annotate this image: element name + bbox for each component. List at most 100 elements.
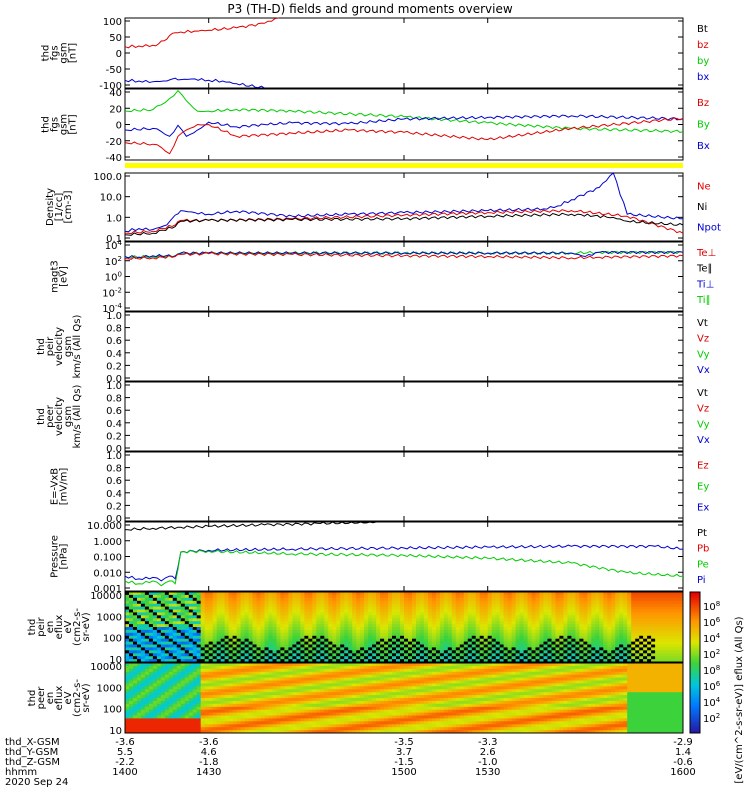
- heat-cell: [539, 592, 544, 596]
- heat-cell: [204, 683, 210, 687]
- y-tick-label: 1.0: [106, 311, 122, 322]
- heat-cell: [463, 597, 469, 602]
- heat-cell: [276, 712, 281, 716]
- heat-cell: [483, 659, 489, 663]
- heat-cell: [356, 612, 361, 616]
- heat-cell: [320, 629, 325, 634]
- heat-cell: [404, 624, 409, 628]
- heat-cell: [144, 668, 150, 673]
- heat-cell: [276, 629, 281, 634]
- heat-cell: [152, 635, 158, 640]
- series-line-Pt: [124, 521, 377, 531]
- heat-cell: [308, 727, 313, 731]
- heat-cell: [523, 606, 528, 610]
- heat-cell: [196, 653, 202, 657]
- heat-cell: [384, 656, 389, 660]
- heat-cell: [376, 647, 381, 651]
- heat-cell: [129, 698, 134, 702]
- heat-cell: [511, 603, 516, 607]
- heat-cell: [575, 621, 580, 625]
- heat-cell: [404, 609, 409, 613]
- heat-cell: [655, 612, 660, 616]
- heat-cell: [240, 603, 245, 607]
- heat-cell: [511, 618, 516, 622]
- heat-cell: [332, 603, 337, 607]
- heat-cell: [216, 712, 222, 716]
- heat-cell: [328, 674, 333, 678]
- heat-cell: [567, 656, 572, 660]
- heat-cell: [133, 674, 138, 678]
- heat-cell: [300, 721, 305, 725]
- heat-cell: [543, 653, 548, 657]
- heat-cell: [495, 638, 501, 642]
- heat-cell: [188, 671, 194, 676]
- heat-cell: [256, 700, 261, 705]
- heat-cell: [296, 730, 301, 734]
- heat-cell: [340, 603, 345, 607]
- heat-cell: [531, 650, 536, 654]
- heat-cell: [535, 624, 540, 628]
- heat-cell: [152, 597, 158, 602]
- heat-cell: [551, 600, 556, 605]
- heat-cell: [220, 674, 226, 678]
- heat-cell: [260, 677, 265, 681]
- heat-cell: [244, 677, 249, 681]
- heat-cell: [551, 606, 556, 610]
- heat-cell: [252, 674, 257, 678]
- heat-cell: [667, 615, 672, 619]
- heat-cell: [304, 663, 309, 667]
- heat-cell: [340, 653, 345, 657]
- heat-cell: [244, 689, 249, 693]
- heat-cell: [380, 629, 385, 634]
- heat-cell: [308, 618, 313, 622]
- heat-cell: [619, 641, 624, 645]
- heat-cell: [679, 638, 684, 642]
- heat-cell: [316, 695, 321, 699]
- heat-cell: [308, 706, 313, 711]
- heat-cell: [655, 650, 660, 654]
- heat-cell: [603, 609, 608, 613]
- y-tick-label: -40: [106, 153, 122, 164]
- heat-cell: [439, 632, 445, 637]
- heat-cell: [268, 724, 273, 728]
- heat-cell: [543, 627, 548, 631]
- heat-cell: [599, 592, 604, 596]
- heat-cell: [643, 647, 648, 651]
- heat-cell: [276, 624, 281, 628]
- heat-cell: [256, 594, 261, 599]
- heat-cell: [439, 615, 445, 619]
- heat-cell: [491, 656, 497, 660]
- heat-cell: [324, 695, 329, 699]
- heat-cell: [324, 635, 329, 640]
- heat-cell: [212, 629, 218, 634]
- heat-cell: [320, 683, 325, 687]
- heat-cell: [216, 663, 222, 667]
- heat-cell: [559, 621, 564, 625]
- heat-cell: [384, 629, 389, 634]
- heat-cell: [212, 641, 218, 645]
- heat-cell: [288, 706, 293, 711]
- heat-cell: [256, 600, 261, 605]
- heat-cell: [467, 650, 473, 654]
- heat-cell: [316, 624, 321, 628]
- heat-cell: [579, 621, 584, 625]
- heat-cell: [220, 700, 226, 705]
- heat-cell: [268, 638, 273, 642]
- heat-cell: [256, 703, 261, 708]
- heat-cell: [244, 618, 249, 622]
- heat-cell: [479, 632, 485, 637]
- heat-cell: [663, 659, 668, 663]
- heat-cell: [220, 703, 226, 708]
- heat-cell: [451, 656, 457, 660]
- heat-cell: [264, 615, 269, 619]
- heat-cell: [196, 612, 202, 616]
- heat-cell: [567, 592, 572, 596]
- heat-cell: [228, 718, 233, 722]
- heat-cell: [276, 721, 281, 725]
- heat-cell: [236, 609, 241, 613]
- heat-cell: [236, 715, 241, 719]
- heat-cell: [639, 592, 644, 596]
- heat-cell: [615, 635, 620, 640]
- heat-cell: [308, 674, 313, 678]
- heat-cell: [164, 677, 170, 681]
